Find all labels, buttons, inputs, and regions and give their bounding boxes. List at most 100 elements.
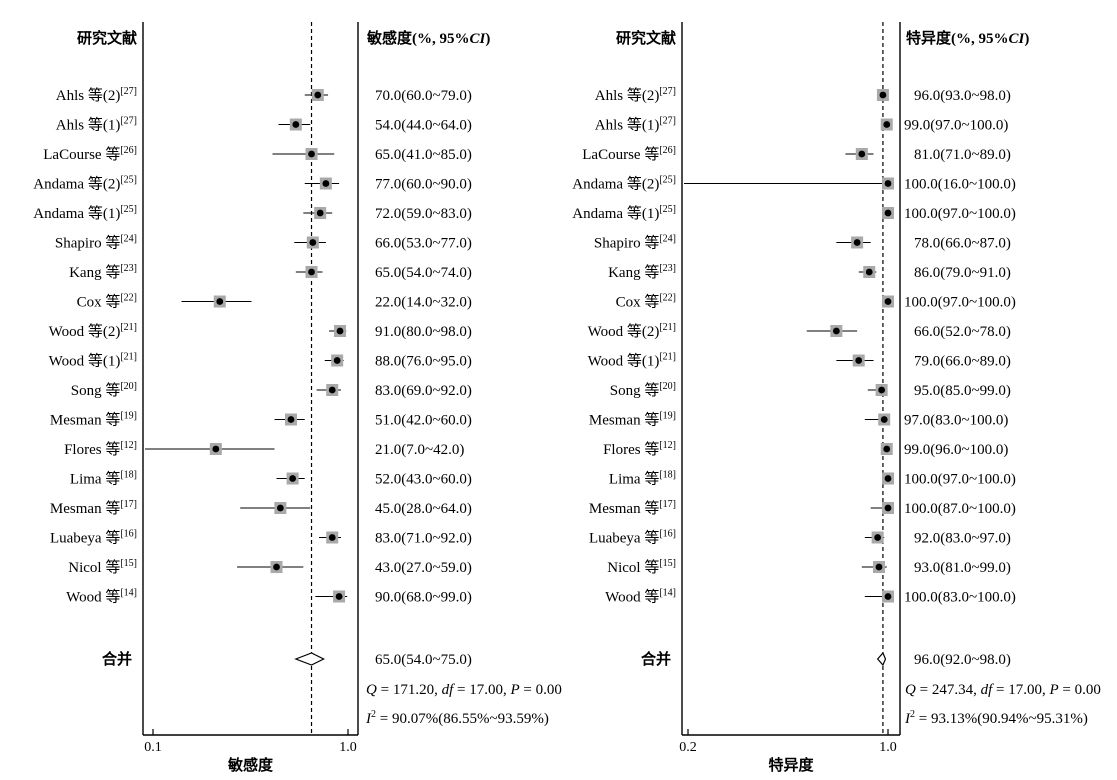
study-name: Mesman 等 [589, 411, 659, 429]
study-name: Andama 等(2) [572, 175, 659, 193]
study-reference: [12] [659, 440, 676, 451]
study-name: Song 等 [71, 381, 121, 399]
study-estimate-text: 100.0(97.0~100.0) [904, 206, 1016, 222]
study-reference: [19] [120, 411, 137, 422]
study-label: Cox 等[22] [616, 293, 676, 311]
study-name: Wood 等(2) [588, 322, 660, 340]
x-tick-label: 1.0 [339, 740, 357, 755]
study-row: Wood 等(2)[21] 91.0(80.0~98.0) [49, 322, 472, 340]
study-estimate-text: 100.0(83.0~100.0) [904, 590, 1016, 606]
study-row: Cox 等[22] 22.0(14.0~32.0) [77, 293, 472, 311]
point-estimate-dot [292, 121, 300, 128]
study-row: LaCourse 等[26] 81.0(71.0~89.0) [582, 145, 1011, 163]
study-estimate-text: 54.0(44.0~64.0) [375, 118, 472, 134]
study-estimate-text: 97.0(83.0~100.0) [904, 413, 1008, 429]
study-label: Ahls 等(1)[27] [595, 116, 676, 134]
study-label: Luabeya 等[16] [589, 529, 676, 547]
point-estimate-dot [328, 534, 336, 541]
study-reference: [27] [659, 116, 676, 127]
study-name: Ahls 等(1) [595, 116, 660, 134]
study-name: Andama 等(2) [33, 175, 120, 193]
study-reference: [25] [120, 175, 137, 186]
study-row: Shapiro 等[24] 78.0(66.0~87.0) [594, 234, 1011, 252]
study-reference: [24] [120, 234, 137, 245]
study-row: Wood 等[14] 90.0(68.0~99.0) [66, 588, 472, 606]
study-label: Mesman 等[19] [589, 411, 676, 429]
point-estimate-dot [308, 150, 315, 158]
study-reference: [16] [120, 529, 137, 540]
i2-value: 93.13% [931, 711, 977, 727]
study-name: Ahls 等(1) [56, 116, 121, 134]
study-reference: [14] [659, 588, 676, 599]
study-row: LaCourse 等[26] 65.0(41.0~85.0) [43, 145, 472, 163]
point-estimate-dot [884, 298, 892, 305]
point-estimate-dot [884, 504, 892, 512]
study-row: Song 等[20] 83.0(69.0~92.0) [71, 381, 472, 399]
study-label: Song 等[20] [71, 381, 137, 399]
study-row: Ahls 等(2)[27] 70.0(60.0~79.0) [56, 86, 472, 104]
study-row: Ahls 等(2)[27] 96.0(93.0~98.0) [595, 86, 1011, 104]
point-estimate-dot [865, 268, 873, 276]
study-label: Wood 等[14] [66, 588, 137, 606]
study-name: Nicol 等 [607, 558, 659, 576]
study-reference: [20] [659, 381, 676, 392]
study-reference: [22] [659, 293, 676, 304]
study-row: Ahls 等(1)[27] 54.0(44.0~64.0) [56, 116, 472, 134]
study-reference: [18] [120, 470, 137, 481]
study-estimate-text: 79.0(66.0~89.0) [914, 354, 1011, 370]
point-estimate-dot [287, 416, 295, 423]
point-estimate-dot [853, 239, 861, 246]
pooled-diamond [294, 652, 325, 666]
study-estimate-text: 95.0(85.0~99.0) [914, 383, 1011, 399]
study-label: Wood 等(1)[21] [588, 352, 676, 370]
study-reference: [24] [659, 234, 676, 245]
heterogeneity-q-stat: Q = 171.20, df = 17.00, P = 0.00 [366, 682, 562, 698]
study-estimate-text: 83.0(69.0~92.0) [375, 383, 472, 399]
study-estimate-text: 70.0(60.0~79.0) [375, 88, 472, 104]
estimate-column-header: 特异度(%, 95%CI) [906, 29, 1029, 47]
study-reference: [21] [120, 322, 137, 333]
point-estimate-dot [333, 357, 341, 364]
point-estimate-dot [832, 327, 840, 335]
study-label: Wood 等[14] [605, 588, 676, 606]
df-value: 17.00 [469, 682, 503, 698]
q-value: 171.20 [393, 682, 434, 698]
study-name: Mesman 等 [589, 499, 659, 517]
study-reference: [18] [659, 470, 676, 481]
point-estimate-dot [316, 209, 324, 217]
study-estimate-text: 99.0(96.0~100.0) [904, 442, 1008, 458]
study-row: Nicol 等[15] 43.0(27.0~59.0) [68, 558, 472, 576]
point-estimate-dot [879, 91, 887, 99]
study-reference: [20] [120, 381, 137, 392]
study-estimate-text: 90.0(68.0~99.0) [375, 590, 472, 606]
heterogeneity-i2-stat: I2 = 93.13%(90.94%~95.31%) [904, 709, 1088, 727]
study-label: Wood 等(2)[21] [49, 322, 137, 340]
pooled-diamond [876, 651, 887, 667]
point-estimate-dot [309, 239, 317, 246]
study-estimate-text: 100.0(97.0~100.0) [904, 472, 1016, 488]
study-name: Kang 等 [608, 263, 659, 281]
study-estimate-text: 66.0(53.0~77.0) [375, 236, 472, 252]
study-row: Nicol 等[15] 93.0(81.0~99.0) [607, 558, 1011, 576]
point-estimate-dot [875, 563, 883, 571]
study-label: Kang 等[23] [69, 263, 137, 281]
point-estimate-dot [858, 150, 866, 158]
x-tick-label: 0.2 [679, 740, 697, 755]
study-row: Flores 等[12] 21.0(7.0~42.0) [64, 440, 464, 458]
study-row: Flores 等[12] 99.0(96.0~100.0) [603, 440, 1008, 458]
heterogeneity-i2-stat: I2 = 90.07%(86.55%~93.59%) [365, 709, 549, 727]
study-row: Andama 等(2)[25] 77.0(60.0~90.0) [33, 175, 472, 193]
study-estimate-text: 100.0(16.0~100.0) [904, 177, 1016, 193]
study-reference: [15] [120, 558, 137, 569]
study-label: Nicol 等[15] [68, 558, 137, 576]
study-name: Mesman 等 [50, 411, 120, 429]
study-column-header: 研究文献 [77, 29, 137, 47]
study-row: Andama 等(1)[25] 72.0(59.0~83.0) [33, 204, 472, 222]
study-reference: [16] [659, 529, 676, 540]
study-reference: [23] [659, 263, 676, 274]
point-estimate-dot [883, 121, 891, 128]
point-estimate-dot [212, 445, 220, 453]
study-row: Ahls 等(1)[27] 99.0(97.0~100.0) [595, 116, 1009, 134]
study-reference: [21] [659, 322, 676, 333]
